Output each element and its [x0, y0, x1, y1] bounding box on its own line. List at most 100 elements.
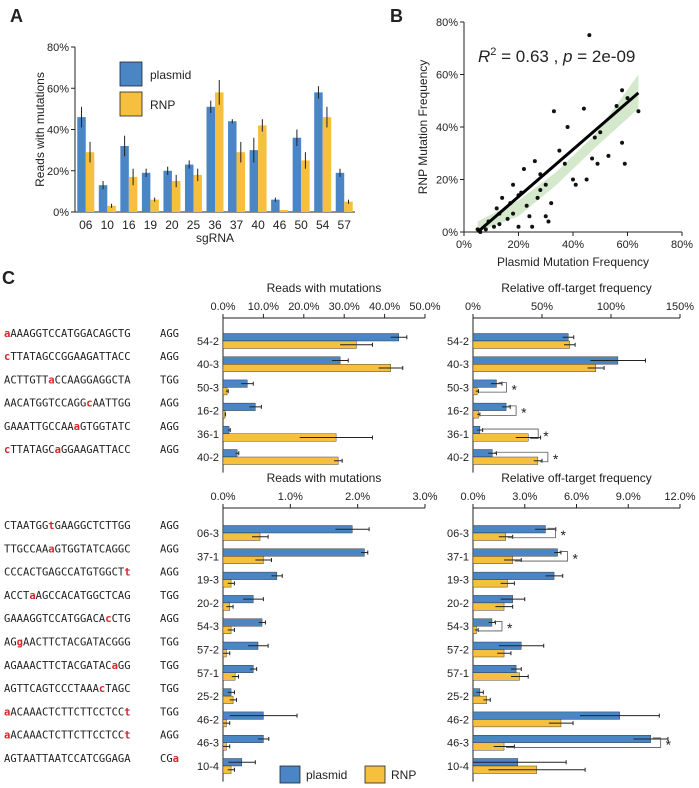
base: G — [112, 637, 118, 649]
base: A — [36, 683, 43, 695]
base: G — [74, 398, 80, 410]
base: A — [160, 613, 167, 625]
x-tick-label: 37 — [230, 218, 244, 232]
base: T — [17, 374, 24, 386]
base: T — [118, 328, 125, 340]
y-tick-label: 20% — [47, 166, 69, 178]
base: A — [23, 613, 30, 625]
row-label: 50-3 — [197, 382, 219, 394]
sequence: AGTAATTAATCCATCGGAGA — [4, 753, 131, 765]
x-tick-label: 0% — [456, 239, 472, 251]
base: G — [173, 637, 179, 649]
bar-rnp — [472, 340, 570, 349]
x-tick-label: 06 — [79, 218, 93, 232]
row-label: 57-2 — [197, 645, 219, 657]
base: A — [10, 328, 17, 340]
row-label: 06-3 — [197, 528, 219, 540]
base: A — [36, 706, 43, 718]
sequence: cTTATAGCCGGAAGATTACC — [4, 351, 131, 363]
bar-rnp — [279, 209, 289, 212]
base: G — [86, 374, 92, 386]
bar-plasmid — [472, 735, 651, 743]
base: T — [42, 753, 49, 765]
base: C — [17, 706, 23, 718]
bar-rnp — [344, 201, 353, 212]
base: A — [67, 374, 74, 386]
mismatch-base: c — [99, 683, 105, 695]
sequence: AGgAACTTCTACGATACGGG — [4, 637, 131, 649]
p-symbol: p — [562, 47, 572, 66]
base: A — [23, 444, 30, 456]
row-label: 50-3 — [447, 382, 469, 394]
base: T — [93, 520, 100, 532]
base: G — [42, 520, 48, 532]
base: T — [17, 351, 24, 363]
bar-rnp — [236, 152, 246, 212]
row-label: 06-3 — [447, 528, 469, 540]
base: T — [160, 683, 167, 695]
confidence-band — [477, 74, 639, 232]
bar-rnp — [215, 92, 224, 212]
base: C — [55, 730, 61, 742]
base: A — [74, 374, 81, 386]
p-value: = 2e-09 — [573, 47, 636, 66]
base: A — [160, 351, 167, 363]
row-label: 25-2 — [197, 691, 219, 703]
x-tick-label: 54 — [316, 218, 330, 232]
base: T — [160, 637, 167, 649]
bar-plasmid — [314, 92, 323, 212]
base: T — [160, 374, 167, 386]
bar-plasmid — [222, 665, 254, 673]
row-label: 16-2 — [197, 406, 219, 418]
scatter-point — [483, 227, 488, 232]
base: A — [93, 683, 100, 695]
base: A — [112, 683, 119, 695]
chart-c2: Relative off-target frequency 0% 50% 100% 15… — [447, 281, 694, 473]
base: T — [42, 637, 49, 649]
bar-plasmid — [141, 172, 151, 212]
base: G — [17, 543, 23, 555]
scatter-point — [551, 109, 556, 114]
y-tick-label: 80% — [47, 42, 69, 54]
base: T — [23, 590, 30, 602]
base: A — [4, 753, 11, 765]
scatter-point — [614, 104, 619, 108]
base: T — [61, 753, 68, 765]
base: C — [160, 753, 166, 765]
scatter-point — [625, 96, 630, 101]
mismatch-base: a — [4, 730, 10, 742]
y-axis-label: RNP Mutation Frequency — [416, 60, 430, 195]
base: C — [55, 590, 61, 602]
chart-title: Reads with mutations — [267, 471, 382, 485]
base: C — [105, 637, 111, 649]
pam: AGG — [160, 520, 179, 532]
base: G — [80, 374, 86, 386]
pam: TGG — [160, 590, 179, 602]
bar-rnp — [472, 719, 562, 728]
base: T — [80, 567, 87, 579]
base: C — [36, 660, 42, 672]
mismatch-base: a — [55, 444, 61, 456]
base: G — [118, 753, 124, 765]
base: C — [93, 753, 99, 765]
base: G — [173, 421, 179, 433]
sequence: GAAAGGTCCATGGACAcCTG — [4, 613, 131, 625]
base: T — [61, 730, 68, 742]
x-tick-label: 0.0% — [210, 301, 235, 313]
base: T — [105, 421, 112, 433]
base: C — [118, 444, 124, 456]
row-label: 54-2 — [197, 336, 219, 348]
scatter-point — [592, 135, 597, 140]
base: G — [29, 374, 35, 386]
row-label: 25-2 — [447, 691, 469, 703]
base: C — [48, 351, 54, 363]
sequence: AACATGGTCCAGGcAATTGG — [4, 398, 131, 410]
row-label: 19-3 — [197, 575, 219, 587]
base: T — [48, 683, 55, 695]
base: C — [48, 613, 54, 625]
base: T — [4, 543, 11, 555]
base: A — [4, 374, 11, 386]
base: A — [29, 730, 36, 742]
scatter-point — [562, 161, 567, 166]
base: C — [112, 613, 118, 625]
